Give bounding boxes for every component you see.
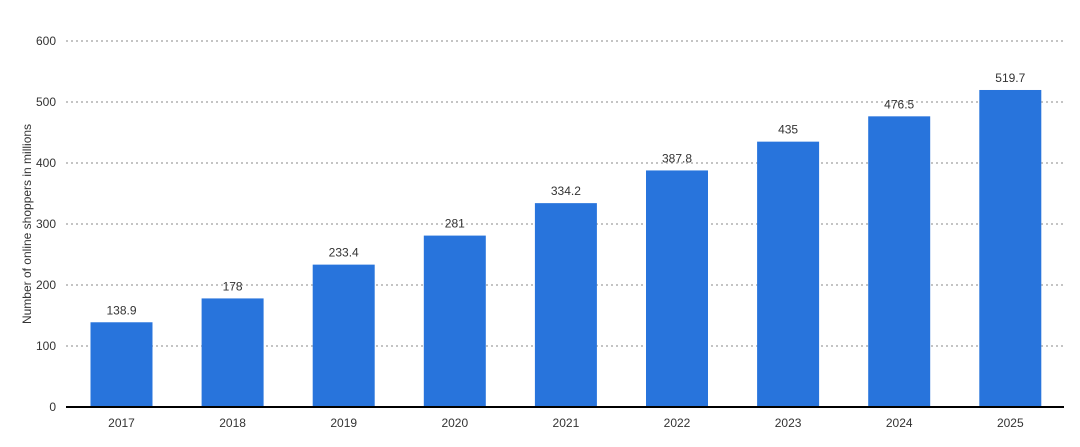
bar <box>90 322 153 407</box>
bar <box>757 141 820 407</box>
bar-value-label: 334.2 <box>551 184 581 198</box>
bar <box>646 170 708 407</box>
x-tick-label: 2021 <box>553 416 580 430</box>
bar <box>312 264 375 407</box>
y-axis-ticks: 0 100 200 300 400 500 600 <box>36 34 56 414</box>
y-tick-label: 200 <box>36 278 56 292</box>
y-tick-label: 400 <box>36 156 56 170</box>
bar-value-label: 387.8 <box>662 151 692 165</box>
bar-value-label: 233.4 <box>329 246 359 260</box>
bar-value-label: 519.7 <box>995 71 1025 85</box>
y-tick-label: 600 <box>36 34 56 48</box>
x-tick-label: 2025 <box>997 416 1024 430</box>
x-tick-label: 2017 <box>108 416 135 430</box>
x-tick-label: 2019 <box>330 416 357 430</box>
bar-value-label: 178 <box>223 279 243 293</box>
x-tick-label: 2018 <box>219 416 246 430</box>
y-tick-label: 300 <box>36 217 56 231</box>
bar <box>534 203 597 407</box>
x-tick-label: 2024 <box>886 416 913 430</box>
bar <box>423 235 486 407</box>
y-tick-label: 100 <box>36 339 56 353</box>
x-tick-label: 2023 <box>775 416 802 430</box>
bar-value-label: 476.5 <box>884 97 914 111</box>
bar <box>868 116 931 408</box>
x-axis-ticks: 2017 2018 2019 2020 2021 2022 2023 2024 2025 <box>108 416 1024 430</box>
bar <box>979 89 1042 407</box>
y-tick-label: 500 <box>36 95 56 109</box>
bar-value-labels: 138.9 178 233.4 281 334.2 387.8 435 476.5 519.7 <box>106 71 1025 317</box>
x-tick-label: 2020 <box>441 416 468 430</box>
x-tick-label: 2022 <box>664 416 691 430</box>
bar <box>201 298 264 407</box>
bars <box>90 89 1042 408</box>
bar-value-label: 281 <box>445 217 465 231</box>
bar-value-label: 435 <box>778 123 798 137</box>
bar-value-label: 138.9 <box>106 303 136 317</box>
y-axis-title: Number of online shoppers in millions <box>20 124 34 324</box>
y-tick-label: 0 <box>49 400 56 414</box>
